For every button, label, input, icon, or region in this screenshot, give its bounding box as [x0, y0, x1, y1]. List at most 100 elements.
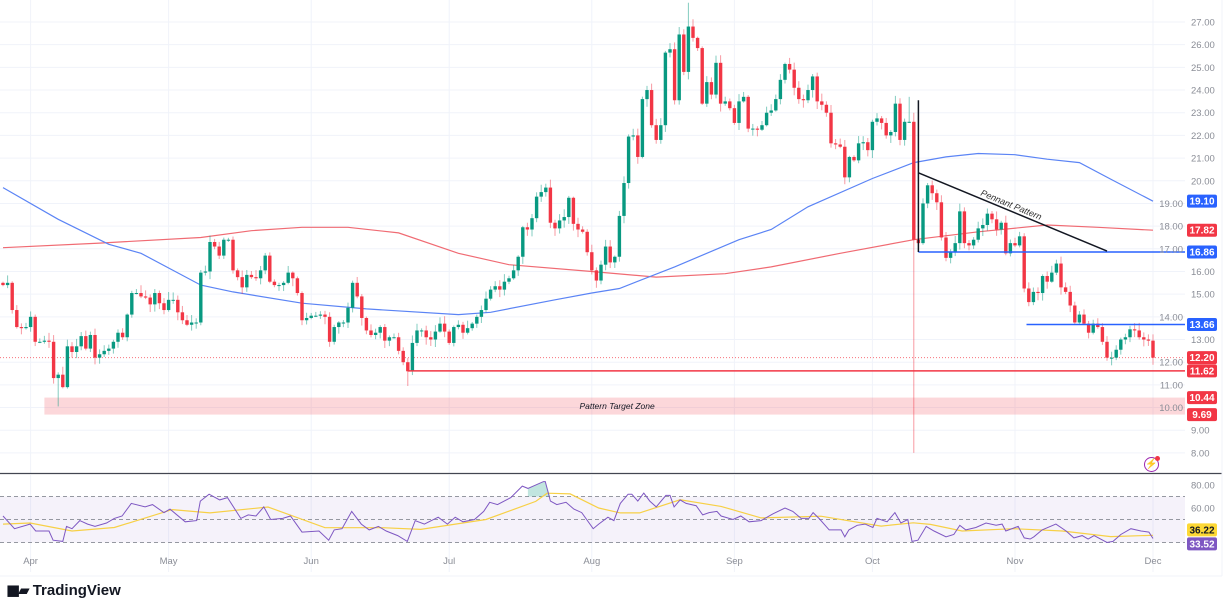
candle[interactable] [401, 347, 405, 366]
candle[interactable] [622, 176, 626, 224]
candle[interactable] [718, 55, 723, 112]
candle[interactable] [691, 19, 695, 42]
candle[interactable] [166, 292, 171, 312]
candle[interactable] [939, 195, 944, 241]
candle[interactable] [452, 325, 456, 347]
candle[interactable] [521, 225, 525, 264]
candle[interactable] [258, 265, 263, 285]
candle[interactable] [953, 235, 957, 257]
candle[interactable] [525, 222, 530, 236]
candle[interactable] [139, 285, 143, 299]
candle[interactable] [1151, 334, 1155, 365]
candle[interactable] [318, 311, 323, 319]
candle[interactable] [636, 128, 640, 164]
candle[interactable] [833, 139, 838, 150]
candle[interactable] [360, 294, 364, 326]
candle[interactable] [5, 275, 10, 289]
candle[interactable] [1137, 322, 1141, 340]
candle[interactable] [447, 329, 451, 345]
candle[interactable] [935, 189, 939, 210]
candle[interactable] [15, 305, 19, 329]
candle[interactable] [240, 270, 244, 294]
candle[interactable] [281, 281, 286, 292]
candle[interactable] [875, 113, 879, 126]
candle[interactable] [125, 313, 129, 342]
candle[interactable] [976, 221, 980, 243]
candle[interactable] [557, 214, 562, 234]
candle[interactable] [51, 335, 56, 384]
candle[interactable] [571, 196, 576, 231]
candle[interactable] [921, 198, 925, 245]
candle[interactable] [438, 317, 442, 333]
candle[interactable] [792, 62, 796, 96]
candle[interactable] [705, 76, 709, 107]
candle[interactable] [1017, 231, 1022, 248]
candle[interactable] [1063, 282, 1068, 295]
candle[interactable] [419, 328, 424, 337]
candle[interactable] [815, 72, 819, 110]
candle[interactable] [562, 209, 566, 228]
candle[interactable] [1022, 233, 1026, 293]
candle[interactable] [1119, 337, 1123, 355]
candle[interactable] [603, 239, 608, 271]
candle[interactable] [870, 119, 875, 159]
candle[interactable] [530, 213, 534, 237]
candle[interactable] [277, 282, 281, 291]
candle[interactable] [484, 291, 488, 313]
candle[interactable] [682, 29, 686, 76]
candle[interactable] [217, 241, 221, 260]
candle[interactable] [120, 328, 125, 340]
candle[interactable] [442, 316, 447, 338]
candle[interactable] [364, 316, 369, 335]
candle[interactable] [820, 93, 824, 111]
candle[interactable] [852, 155, 856, 162]
candle[interactable] [341, 320, 346, 328]
candle[interactable] [263, 252, 267, 275]
candle[interactable] [1073, 301, 1077, 325]
candle[interactable] [199, 270, 203, 326]
candle[interactable] [709, 77, 714, 100]
candle[interactable] [456, 320, 461, 330]
candle[interactable] [171, 292, 175, 304]
candle[interactable] [355, 276, 359, 299]
candle[interactable] [985, 208, 990, 231]
candle[interactable] [700, 46, 704, 105]
candle[interactable] [746, 95, 750, 133]
candle[interactable] [539, 184, 543, 202]
candle[interactable] [590, 244, 594, 275]
candle[interactable] [962, 207, 967, 249]
candle[interactable] [162, 298, 166, 315]
candle[interactable] [548, 179, 553, 229]
candle[interactable] [866, 137, 870, 157]
candle[interactable] [967, 240, 971, 251]
candle[interactable] [396, 332, 401, 355]
candle[interactable] [498, 280, 502, 298]
candle[interactable] [672, 42, 677, 105]
candle[interactable] [332, 324, 336, 345]
candle[interactable] [990, 210, 994, 224]
candle[interactable] [185, 315, 189, 327]
candle[interactable] [567, 195, 571, 224]
candle[interactable] [79, 332, 83, 351]
candle[interactable] [774, 94, 778, 112]
candle[interactable] [304, 312, 309, 325]
candle[interactable] [1132, 323, 1137, 338]
candle[interactable] [1, 281, 5, 287]
tradingview-logo[interactable]: ■▰ TradingView [6, 581, 121, 599]
candle[interactable] [1054, 259, 1059, 276]
candle[interactable] [194, 318, 198, 329]
candle[interactable] [645, 85, 649, 107]
candle[interactable] [617, 210, 622, 262]
candle[interactable] [286, 265, 290, 285]
candle[interactable] [879, 116, 884, 130]
candle[interactable] [291, 271, 295, 287]
candle[interactable] [930, 180, 934, 200]
candle[interactable] [249, 270, 254, 279]
candle[interactable] [226, 237, 231, 242]
candle[interactable] [732, 104, 737, 125]
candle[interactable] [465, 320, 470, 335]
candle[interactable] [723, 96, 727, 106]
candle[interactable] [902, 118, 907, 146]
candle[interactable] [1091, 319, 1095, 335]
candle[interactable] [392, 333, 396, 339]
